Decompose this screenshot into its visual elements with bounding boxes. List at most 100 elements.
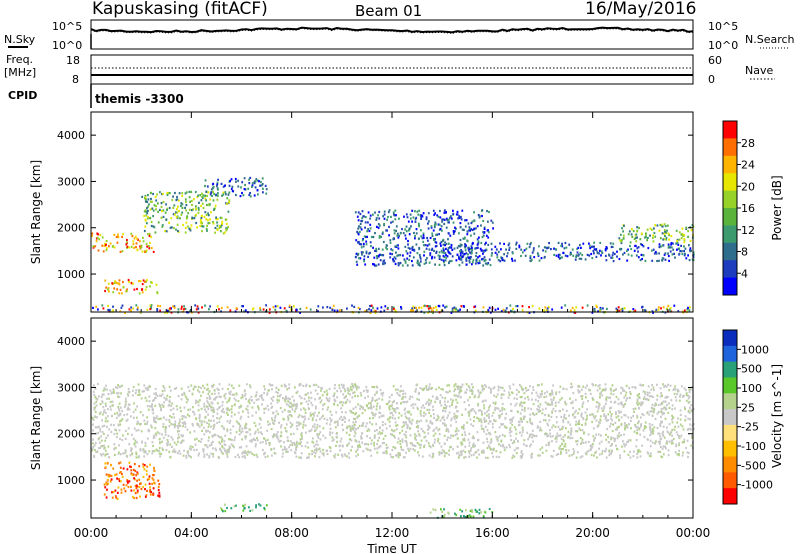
scatter-cell xyxy=(121,409,123,413)
scatter-cell xyxy=(216,412,219,415)
scatter-cell xyxy=(569,397,571,400)
scatter-cell xyxy=(658,442,661,445)
scatter-cell xyxy=(145,286,148,289)
scatter-cell xyxy=(220,223,223,227)
scatter-cell xyxy=(520,385,523,388)
scatter-cell xyxy=(266,455,269,458)
scatter-cell xyxy=(404,415,407,418)
scatter-cell xyxy=(155,448,158,451)
scatter-cell xyxy=(237,411,240,414)
scatter-cell xyxy=(471,246,473,249)
scatter-cell xyxy=(195,448,198,451)
scatter-cell xyxy=(632,230,635,233)
scatter-cell xyxy=(408,449,411,452)
scatter-cell xyxy=(226,428,229,431)
scatter-cell xyxy=(488,406,490,409)
scatter-cell xyxy=(371,423,374,426)
scatter-cell xyxy=(416,420,419,423)
scatter-cell xyxy=(304,445,307,448)
scatter-cell xyxy=(208,444,211,447)
scatter-cell xyxy=(183,391,186,394)
scatter-cell xyxy=(415,243,418,246)
scatter-cell xyxy=(389,424,391,428)
scatter-cell xyxy=(636,230,638,233)
scatter-cell xyxy=(263,385,266,388)
scatter-cell xyxy=(182,223,184,227)
scatter-cell xyxy=(435,233,437,236)
scatter-cell xyxy=(143,451,146,454)
scatter-cell xyxy=(516,440,519,443)
scatter-cell xyxy=(359,445,361,448)
scatter-cell xyxy=(432,306,435,310)
scatter-cell xyxy=(519,402,522,405)
scatter-cell xyxy=(170,217,173,220)
scatter-cell xyxy=(377,223,380,226)
scatter-cell xyxy=(593,245,595,248)
scatter-cell xyxy=(473,416,476,419)
scatter-cell xyxy=(132,411,135,414)
scatter-cell xyxy=(455,452,458,455)
scatter-cell xyxy=(412,406,415,409)
scatter-cell xyxy=(497,385,500,388)
scatter-cell xyxy=(105,247,108,250)
scatter-cell xyxy=(686,308,689,311)
scatter-cell xyxy=(238,428,241,431)
scatter-cell xyxy=(207,392,210,395)
scatter-cell xyxy=(180,387,183,390)
scatter-cell xyxy=(338,387,341,390)
scatter-cell xyxy=(541,412,544,415)
scatter-cell xyxy=(187,212,190,215)
scatter-cell xyxy=(167,434,170,438)
scatter-cell xyxy=(296,404,298,407)
scatter-cell xyxy=(355,412,358,415)
scatter-cell xyxy=(251,184,254,187)
scatter-cell xyxy=(683,387,686,390)
scatter-cell xyxy=(283,398,286,401)
scatter-cell xyxy=(586,253,589,256)
scatter-cell xyxy=(659,223,662,227)
scatter-cell xyxy=(405,401,407,404)
scatter-cell xyxy=(427,311,430,314)
scatter-cell xyxy=(118,283,121,286)
scatter-cell xyxy=(455,416,458,419)
scatter-cell xyxy=(127,394,130,397)
scatter-cell xyxy=(300,456,303,460)
scatter-cell xyxy=(664,230,666,233)
scatter-cell xyxy=(117,423,120,426)
scatter-cell xyxy=(683,250,685,253)
scatter-cell xyxy=(470,245,473,248)
scatter-cell xyxy=(141,283,144,286)
scatter-cell xyxy=(149,241,151,244)
scatter-cell xyxy=(297,421,300,424)
scatter-cell xyxy=(687,397,690,400)
scatter-cell xyxy=(374,412,377,415)
scatter-cell xyxy=(300,402,302,405)
scatter-cell xyxy=(509,428,511,431)
scatter-cell xyxy=(463,456,465,459)
scatter-cell xyxy=(147,388,150,391)
scatter-cell xyxy=(416,252,419,255)
scatter-cell xyxy=(497,259,500,262)
scatter-cell xyxy=(464,225,467,228)
scatter-cell xyxy=(660,410,663,413)
scatter-cell xyxy=(373,263,376,266)
scatter-cell xyxy=(365,250,368,253)
scatter-cell xyxy=(518,246,521,249)
scatter-cell xyxy=(668,402,670,405)
scatter-cell xyxy=(314,428,317,432)
scatter-cell xyxy=(593,252,595,255)
scatter-cell xyxy=(265,188,268,191)
scatter-cell xyxy=(185,454,188,457)
scatter-cell xyxy=(408,229,410,232)
scatter-cell xyxy=(265,304,267,307)
scatter-cell xyxy=(615,411,617,414)
scatter-cell xyxy=(378,234,381,238)
scatter-cell xyxy=(498,416,501,419)
scatter-cell xyxy=(158,452,161,455)
scatter-cell xyxy=(685,446,687,449)
scatter-cell xyxy=(312,425,314,428)
scatter-cell xyxy=(356,215,359,218)
scatter-cell xyxy=(443,434,446,437)
scatter-cell xyxy=(188,455,191,458)
scatter-cell xyxy=(468,455,470,458)
